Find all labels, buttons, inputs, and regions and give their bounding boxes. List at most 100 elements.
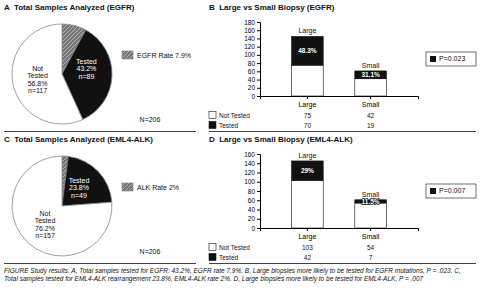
panel-title: B Large vs Small Biopsy (EGFR)	[209, 3, 335, 12]
y-tick: 100	[244, 178, 260, 185]
annotation-symbol	[430, 188, 436, 194]
y-tick-label: 40	[248, 206, 256, 213]
y-tick-label: 60	[248, 68, 256, 75]
y-tick: 140	[244, 35, 260, 42]
text-line: Tested	[69, 177, 90, 184]
y-tick-label: 120	[244, 43, 255, 50]
y-tick-label: 0	[251, 93, 255, 100]
y-axis-line	[257, 155, 261, 229]
text-line: Not	[40, 210, 51, 217]
y-tick-label: 120	[244, 169, 255, 176]
text-line: 56.8%	[28, 80, 48, 87]
text-line: N=206	[140, 116, 161, 123]
x-tick-label: Large	[298, 101, 316, 109]
annotation: NotTested56.8%n=117	[27, 65, 48, 95]
x-tick-mark	[307, 228, 308, 231]
text-line: Tested	[27, 72, 48, 79]
y-tick: 60	[248, 68, 260, 75]
y-tick: 80	[248, 188, 260, 195]
y-tick-mark	[257, 47, 260, 48]
y-tick-mark	[257, 173, 260, 174]
table-swatch	[209, 254, 216, 261]
x-tick-mark	[370, 228, 371, 231]
text-line: n=89	[79, 73, 95, 80]
x-tick-label: Small	[362, 233, 380, 240]
y-tick: 0	[251, 225, 260, 232]
y-tick-label: 80	[248, 60, 256, 67]
figure: A Total Samples Analyzed (EGFR)Tested43.…	[0, 0, 480, 297]
annotation: Tested23.8%n=49	[69, 177, 90, 199]
table-swatch	[209, 112, 216, 119]
percent-label: 29%	[301, 167, 314, 174]
bars	[292, 161, 387, 228]
x-tick: Small	[362, 96, 380, 108]
text-line: 76.2%	[35, 225, 55, 232]
caption-line: FIGURE Study results. A, Total samples t…	[4, 267, 461, 275]
y-tick: 120	[244, 43, 260, 50]
y-tick-label: 60	[248, 197, 256, 204]
x-tick: Small	[362, 228, 380, 240]
y-tick-label: 100	[244, 178, 255, 185]
stack-label: Large	[298, 152, 316, 160]
y-tick-mark	[257, 228, 260, 229]
y-tick-label: 0	[251, 225, 255, 232]
y-tick-mark	[257, 210, 260, 211]
y-tick: 140	[244, 160, 260, 167]
text-line: Tested	[76, 58, 97, 65]
y-tick: 20	[248, 215, 260, 222]
text-line: 23.8%	[69, 184, 89, 191]
panel: A Total Samples Analyzed (EGFR)Tested43.…	[4, 3, 196, 132]
text-line: Tested	[35, 217, 56, 224]
y-tick-mark	[257, 88, 260, 89]
bar	[292, 36, 324, 65]
y-tick-label: 160	[244, 151, 255, 158]
bar	[292, 180, 324, 228]
bar	[355, 79, 387, 96]
text-line: 43.2%	[77, 65, 97, 72]
y-tick-mark	[257, 30, 260, 31]
y-tick-label: 80	[248, 188, 256, 195]
y-tick-label: 20	[248, 215, 256, 222]
legend-label: EGFR Rate 7.9%	[137, 52, 191, 59]
divider	[4, 263, 196, 264]
pie-slice	[62, 156, 112, 206]
percent-label: 11.5%	[362, 198, 380, 205]
y-tick-label: 20	[248, 84, 256, 91]
annotation-symbol	[430, 56, 436, 62]
table-swatch	[209, 244, 216, 251]
text-line: n=49	[71, 192, 87, 199]
panel: C Total Samples Analyzed (EML4-ALK)Teste…	[4, 135, 196, 264]
table-value: 70	[304, 122, 312, 129]
x-axis-line	[261, 229, 419, 232]
y-tick-mark	[257, 63, 260, 64]
bar	[355, 71, 387, 79]
divider	[209, 131, 476, 132]
annotation: P=0.007	[439, 187, 465, 194]
pie: Tested23.8%n=49NotTested76.2%n=157	[12, 156, 112, 256]
y-tick-mark	[257, 200, 260, 201]
annotation-box	[426, 52, 476, 66]
y-tick: 40	[248, 206, 260, 213]
legend-swatch	[122, 183, 133, 191]
stack-label: Large	[298, 27, 316, 35]
panel: D Large vs Small Biopsy (EML4-ALK)020406…	[209, 135, 476, 264]
caption: FIGURE Study results. A, Total samples t…	[4, 267, 461, 283]
y-tick-label: 160	[244, 27, 255, 34]
bar	[292, 65, 324, 96]
legend-label: ALK Rate 2%	[137, 184, 179, 191]
x-tick: Large	[298, 228, 316, 241]
pie-slice	[12, 156, 112, 256]
y-tick: 100	[244, 51, 260, 58]
annotation: N=206	[140, 248, 161, 255]
x-tick-label: Small	[362, 101, 380, 108]
y-tick: 40	[248, 76, 260, 83]
text-line: n=157	[35, 232, 55, 239]
table-row-label: Tested	[219, 254, 239, 261]
y-tick-mark	[257, 163, 260, 164]
annotation-box	[426, 184, 476, 198]
caption-line: Total samples tested for EML4-ALK rearra…	[4, 275, 424, 283]
table-value: 42	[304, 254, 312, 261]
pie: Tested43.2%n=89NotTested56.8%n=117	[12, 24, 112, 124]
percent-label: 48.3%	[298, 47, 317, 54]
x-tick: Large	[298, 96, 316, 109]
